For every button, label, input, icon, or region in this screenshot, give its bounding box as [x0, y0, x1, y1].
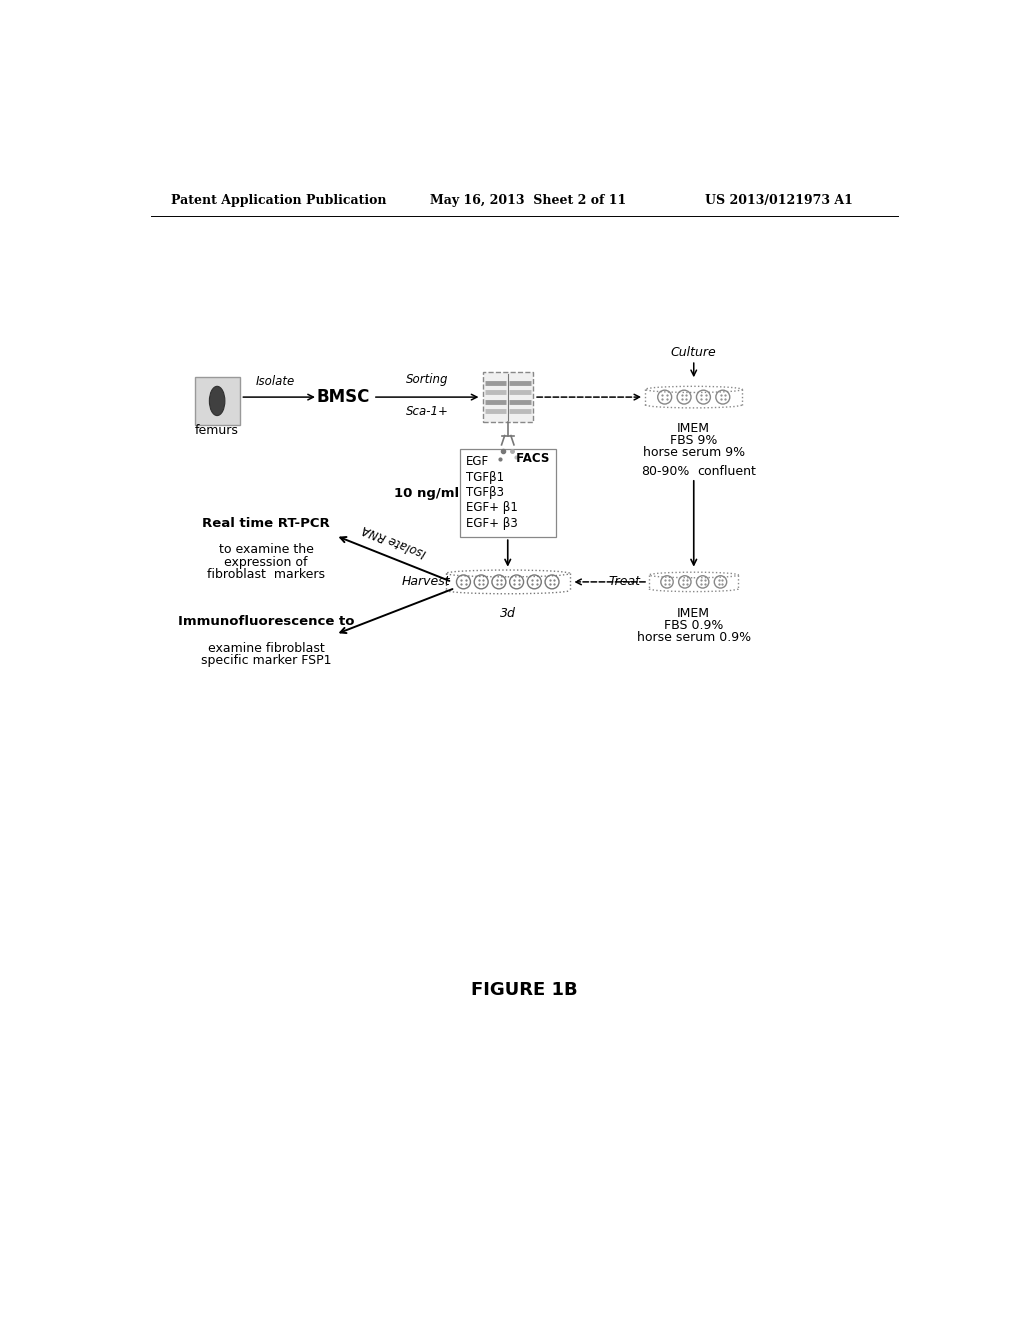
Text: BMSC: BMSC: [316, 388, 370, 407]
Text: TGFβ1: TGFβ1: [466, 471, 504, 483]
Text: fibroblast  markers: fibroblast markers: [207, 568, 325, 581]
Text: EGF+ β3: EGF+ β3: [466, 517, 518, 529]
Text: Treat: Treat: [608, 576, 640, 589]
FancyBboxPatch shape: [483, 372, 532, 422]
Text: Culture: Culture: [671, 346, 717, 359]
Text: IMEM: IMEM: [677, 422, 711, 434]
Text: US 2013/0121973 A1: US 2013/0121973 A1: [706, 194, 853, 207]
Text: EGF+ β1: EGF+ β1: [466, 502, 518, 515]
Text: Isolate RNA: Isolate RNA: [359, 521, 428, 558]
Text: FIGURE 1B: FIGURE 1B: [471, 981, 579, 999]
Text: examine fibroblast: examine fibroblast: [208, 642, 325, 655]
Text: expression of: expression of: [224, 556, 307, 569]
Text: confluent: confluent: [697, 465, 757, 478]
Text: femurs: femurs: [196, 424, 239, 437]
Text: horse serum 0.9%: horse serum 0.9%: [637, 631, 751, 644]
Text: TGFβ3: TGFβ3: [466, 486, 504, 499]
Text: 3d: 3d: [500, 607, 516, 619]
Text: Immunofluorescence to: Immunofluorescence to: [178, 615, 354, 628]
Text: May 16, 2013  Sheet 2 of 11: May 16, 2013 Sheet 2 of 11: [430, 194, 627, 207]
Text: specific marker FSP1: specific marker FSP1: [201, 655, 331, 668]
Text: IMEM: IMEM: [677, 607, 711, 619]
Text: to examine the: to examine the: [218, 544, 313, 557]
Text: Isolate: Isolate: [256, 375, 295, 388]
Text: Real time RT-PCR: Real time RT-PCR: [202, 516, 330, 529]
Text: horse serum 9%: horse serum 9%: [643, 446, 744, 459]
Text: 10 ng/ml: 10 ng/ml: [394, 487, 459, 500]
Text: Sca-1+: Sca-1+: [406, 405, 449, 418]
Text: FACS: FACS: [512, 453, 549, 465]
FancyBboxPatch shape: [460, 449, 556, 537]
Text: Patent Application Publication: Patent Application Publication: [171, 194, 386, 207]
Text: EGF: EGF: [466, 455, 489, 469]
Text: Sorting: Sorting: [406, 374, 449, 387]
FancyBboxPatch shape: [195, 378, 240, 425]
Text: FBS 9%: FBS 9%: [670, 434, 718, 447]
Text: 80-90%: 80-90%: [641, 465, 690, 478]
Ellipse shape: [209, 387, 225, 416]
Text: Harvest: Harvest: [402, 576, 451, 589]
Text: FBS 0.9%: FBS 0.9%: [664, 619, 723, 632]
